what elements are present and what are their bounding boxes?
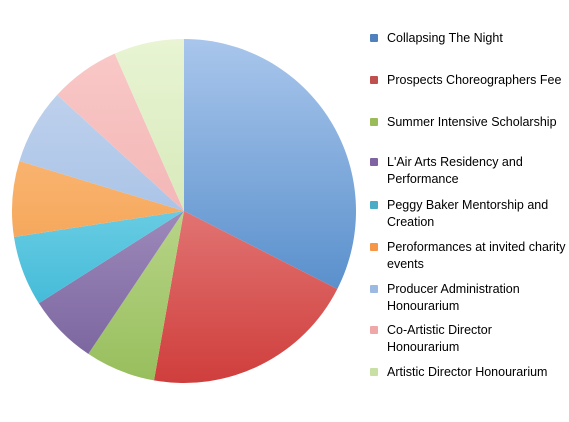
pie-slice-2 bbox=[153, 211, 338, 384]
pie-slice-8 bbox=[57, 53, 184, 211]
pie-slice-9 bbox=[114, 38, 184, 211]
pie-slice-3 bbox=[88, 211, 184, 381]
pie-slice-6 bbox=[11, 160, 185, 237]
pie-slice-4 bbox=[38, 211, 184, 354]
pie-slice-7 bbox=[19, 94, 185, 211]
pie-slice-5 bbox=[13, 211, 184, 304]
pie-slices bbox=[11, 38, 357, 384]
pie-slice-1 bbox=[184, 39, 357, 289]
